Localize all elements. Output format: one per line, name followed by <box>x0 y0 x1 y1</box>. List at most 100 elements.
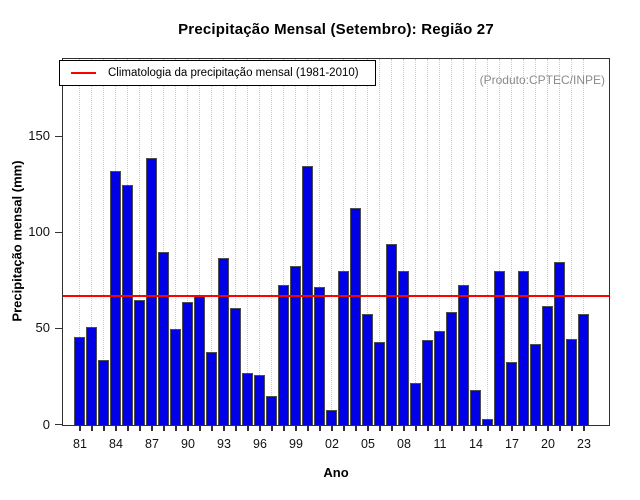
gridline <box>511 59 512 425</box>
x-tick-mark <box>163 426 165 431</box>
gridline <box>343 59 344 425</box>
gridline <box>175 59 176 425</box>
bar <box>230 307 241 425</box>
x-tick-mark <box>307 426 309 431</box>
x-tick-mark <box>199 426 201 431</box>
x-tick-label: 02 <box>325 437 339 451</box>
bar <box>338 271 349 425</box>
y-tick-mark <box>55 423 62 426</box>
bar <box>146 157 157 425</box>
bar <box>350 207 361 425</box>
gridline <box>487 59 488 425</box>
x-tick-mark <box>403 426 405 431</box>
x-tick-mark <box>271 426 273 431</box>
bar <box>386 244 397 425</box>
x-tick-label: 20 <box>541 437 555 451</box>
x-tick-mark <box>415 426 417 431</box>
y-tick-label: 0 <box>42 416 50 432</box>
gridline <box>439 59 440 425</box>
climatology-line <box>63 295 609 298</box>
gridline <box>271 59 272 425</box>
x-tick-mark <box>319 426 321 431</box>
gridline <box>463 59 464 425</box>
x-tick-mark <box>475 426 477 431</box>
x-tick-mark <box>187 426 189 431</box>
x-tick-mark <box>487 426 489 431</box>
gridline <box>331 59 332 425</box>
y-tick-label: 100 <box>28 224 50 240</box>
gridline <box>451 59 452 425</box>
gridline <box>187 59 188 425</box>
x-tick-mark <box>79 426 81 431</box>
gridline <box>259 59 260 425</box>
x-tick-mark <box>427 426 429 431</box>
x-tick-mark <box>583 426 585 431</box>
bar <box>134 300 145 425</box>
bar <box>206 352 217 425</box>
bar <box>242 373 253 425</box>
gridline <box>79 59 80 425</box>
gridline <box>415 59 416 425</box>
x-tick-label: 96 <box>253 437 267 451</box>
gridline <box>139 59 140 425</box>
gridline <box>379 59 380 425</box>
x-tick-mark <box>343 426 345 431</box>
gridline <box>523 59 524 425</box>
bar <box>170 328 181 425</box>
gridline <box>247 59 248 425</box>
gridline <box>319 59 320 425</box>
x-tick-mark <box>439 426 441 431</box>
chart-title: Precipitação Mensal (Setembro): Região 2… <box>178 21 494 38</box>
bar <box>326 409 337 425</box>
x-tick-mark <box>535 426 537 431</box>
bar <box>158 252 169 425</box>
x-tick-mark <box>295 426 297 431</box>
x-tick-mark <box>511 426 513 431</box>
y-tick-label: 50 <box>35 320 50 336</box>
x-tick-mark <box>451 426 453 431</box>
y-axis-label: Precipitação mensal (mm) <box>9 160 25 322</box>
gridline <box>499 59 500 425</box>
gridline <box>211 59 212 425</box>
gridline <box>427 59 428 425</box>
gridline <box>559 59 560 425</box>
x-tick-mark <box>115 426 117 431</box>
x-tick-label: 14 <box>469 437 483 451</box>
x-tick-mark <box>355 426 357 431</box>
gridline <box>403 59 404 425</box>
x-tick-label: 99 <box>289 437 303 451</box>
x-tick-mark <box>463 426 465 431</box>
bar <box>398 271 409 425</box>
x-tick-mark <box>223 426 225 431</box>
bar <box>266 396 277 425</box>
bar <box>314 286 325 425</box>
gridline <box>535 59 536 425</box>
gridline <box>163 59 164 425</box>
gridline <box>235 59 236 425</box>
bar <box>410 382 421 425</box>
bar <box>110 171 121 425</box>
x-tick-mark <box>559 426 561 431</box>
gridline <box>223 59 224 425</box>
x-tick-mark <box>571 426 573 431</box>
x-tick-mark <box>127 426 129 431</box>
x-tick-label: 90 <box>181 437 195 451</box>
x-axis-label: Ano <box>323 465 349 480</box>
plot-area: Climatologia da precipitação mensal (198… <box>59 58 610 426</box>
bar <box>374 342 385 425</box>
legend-label: Climatologia da precipitação mensal (198… <box>108 67 359 79</box>
x-tick-mark <box>175 426 177 431</box>
bar <box>74 336 85 425</box>
bar <box>98 359 109 425</box>
x-tick-label: 81 <box>73 437 87 451</box>
x-tick-label: 23 <box>577 437 591 451</box>
bar <box>122 184 133 425</box>
y-tick-mark <box>55 135 62 138</box>
bar <box>182 302 193 425</box>
bar <box>494 271 505 425</box>
bar <box>86 327 97 425</box>
x-tick-mark <box>283 426 285 431</box>
bar <box>578 313 589 425</box>
bar <box>566 338 577 425</box>
